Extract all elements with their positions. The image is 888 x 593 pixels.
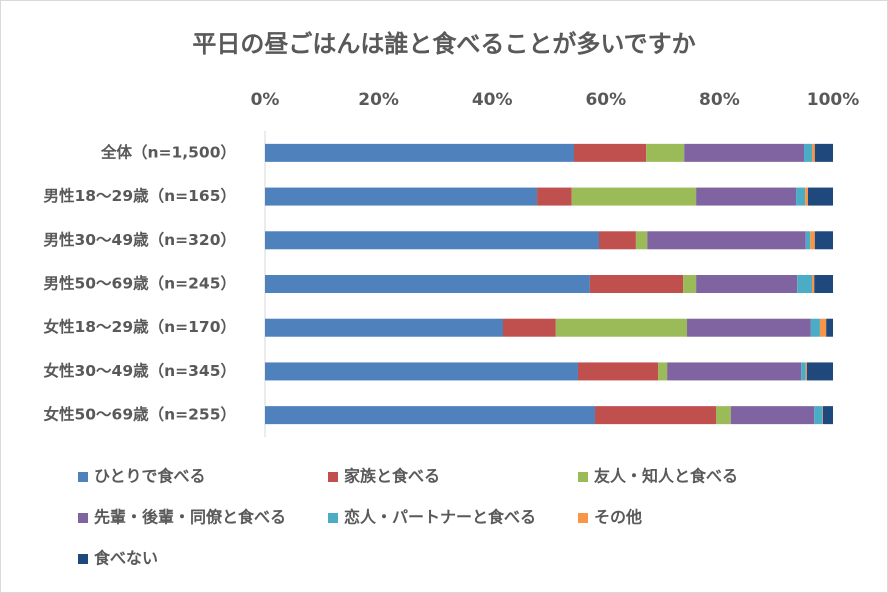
bar-segment — [805, 231, 811, 250]
bar-segment — [667, 362, 802, 381]
legend-swatch — [328, 513, 338, 523]
bar-segment — [822, 406, 833, 425]
legend-label: 家族と食べる — [344, 467, 440, 486]
legend-swatch — [328, 472, 338, 482]
bar-segment — [635, 231, 648, 250]
legend-label: ひとりで食べる — [94, 467, 206, 486]
legend-swatch — [78, 472, 88, 482]
bar-segment — [537, 187, 572, 206]
bar-segment — [265, 187, 538, 206]
y-tick-label: 女性50～69歳（n=255） — [43, 405, 236, 424]
legend-label: 食べない — [93, 549, 158, 568]
bar-segment — [806, 362, 833, 381]
bar-segment — [804, 143, 812, 162]
bar-segment — [265, 406, 596, 425]
bar-segment — [811, 275, 815, 293]
bar-segment — [814, 143, 833, 162]
bar-segment — [684, 143, 805, 162]
bar-segment — [647, 231, 806, 250]
y-tick-label: 女性18～29歳（n=170） — [43, 317, 236, 336]
bar-segment — [646, 143, 685, 162]
bar-segment — [826, 318, 833, 337]
bar-segment — [573, 143, 647, 162]
legend-swatch — [78, 554, 88, 564]
bar-segment — [696, 187, 797, 206]
bar-segment — [598, 231, 636, 250]
y-tick-label: 全体（n=1,500） — [100, 142, 236, 161]
bar-segment — [683, 275, 697, 293]
bar-segment — [696, 275, 798, 293]
bar-segment — [814, 231, 833, 250]
bar-segment — [265, 231, 599, 250]
legend-label: 友人・知人と食べる — [594, 467, 738, 486]
y-tick-label: 男性50～69歳（n=245） — [43, 274, 236, 293]
legend-label: 先輩・後輩・同僚と食べる — [94, 508, 286, 527]
bar-segment — [819, 318, 827, 337]
x-tick-label: 80% — [699, 90, 740, 110]
bar-segment — [555, 318, 688, 337]
y-tick-label: 男性18～29歳（n=165） — [43, 186, 236, 205]
legend-swatch — [578, 513, 588, 523]
chart-title: 平日の昼ごはんは誰と食べることが多いですか — [192, 30, 695, 58]
x-tick-label: 100% — [807, 90, 860, 110]
bar-segment — [589, 275, 684, 293]
x-tick-label: 20% — [358, 90, 399, 110]
bar-segment — [796, 187, 806, 206]
bar-segment — [805, 362, 807, 381]
bar-segment — [805, 187, 809, 206]
bar-segment — [577, 362, 659, 381]
bar-segment — [595, 406, 716, 425]
bar-segment — [265, 143, 574, 162]
bar-segment — [814, 275, 833, 293]
bar-segment — [658, 362, 668, 381]
bar-segment — [808, 187, 833, 206]
bar-segment — [811, 143, 815, 162]
legend-swatch — [78, 513, 88, 523]
legend-swatch — [578, 472, 588, 482]
bar-segment — [687, 318, 811, 337]
legend-label: 恋人・パートナーと食べる — [344, 508, 536, 527]
y-tick-label: 男性30～49歳（n=320） — [43, 230, 236, 249]
bar-segment — [797, 275, 812, 293]
x-tick-label: 40% — [472, 90, 513, 110]
bar-segment — [730, 406, 815, 425]
legend-label: その他 — [594, 508, 642, 527]
x-tick-label: 60% — [585, 90, 626, 110]
bar-segment — [571, 187, 697, 206]
bar-segment — [265, 362, 578, 381]
bar-segment — [715, 406, 731, 425]
bar-segment — [822, 406, 823, 425]
y-tick-label: 女性30～49歳（n=345） — [43, 361, 236, 380]
bar-segment — [265, 275, 590, 293]
bar-segment — [502, 318, 556, 337]
bar-segment — [801, 362, 806, 381]
bar-segment — [810, 231, 815, 250]
bar-segment — [265, 318, 503, 337]
bar-segment — [814, 406, 823, 425]
bar-segment — [810, 318, 820, 337]
x-tick-label: 0% — [251, 90, 280, 110]
